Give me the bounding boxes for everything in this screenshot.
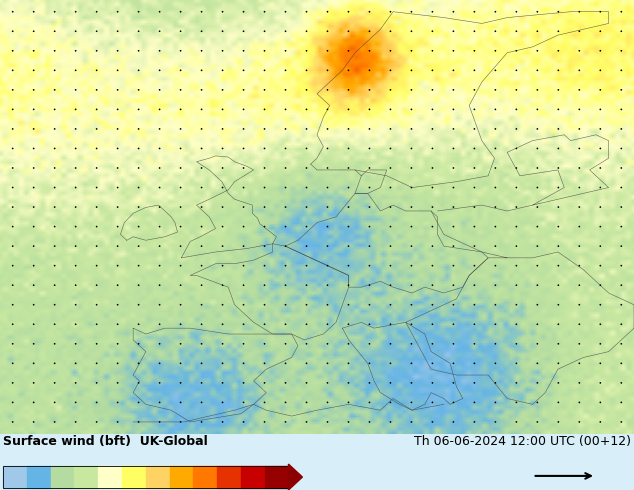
Bar xyxy=(122,466,146,488)
Text: Th 06-06-2024 12:00 UTC (00+12): Th 06-06-2024 12:00 UTC (00+12) xyxy=(414,435,631,448)
Polygon shape xyxy=(288,464,302,490)
Bar xyxy=(146,466,169,488)
Bar xyxy=(27,466,51,488)
Bar xyxy=(3,466,27,488)
Bar xyxy=(74,466,98,488)
Bar xyxy=(170,466,193,488)
Bar xyxy=(98,466,122,488)
Bar xyxy=(3,466,288,488)
Bar xyxy=(51,466,74,488)
Bar xyxy=(265,466,288,488)
Bar xyxy=(241,466,265,488)
Text: Surface wind (bft)  UK-Global: Surface wind (bft) UK-Global xyxy=(3,435,208,448)
Bar xyxy=(217,466,241,488)
Bar xyxy=(193,466,217,488)
